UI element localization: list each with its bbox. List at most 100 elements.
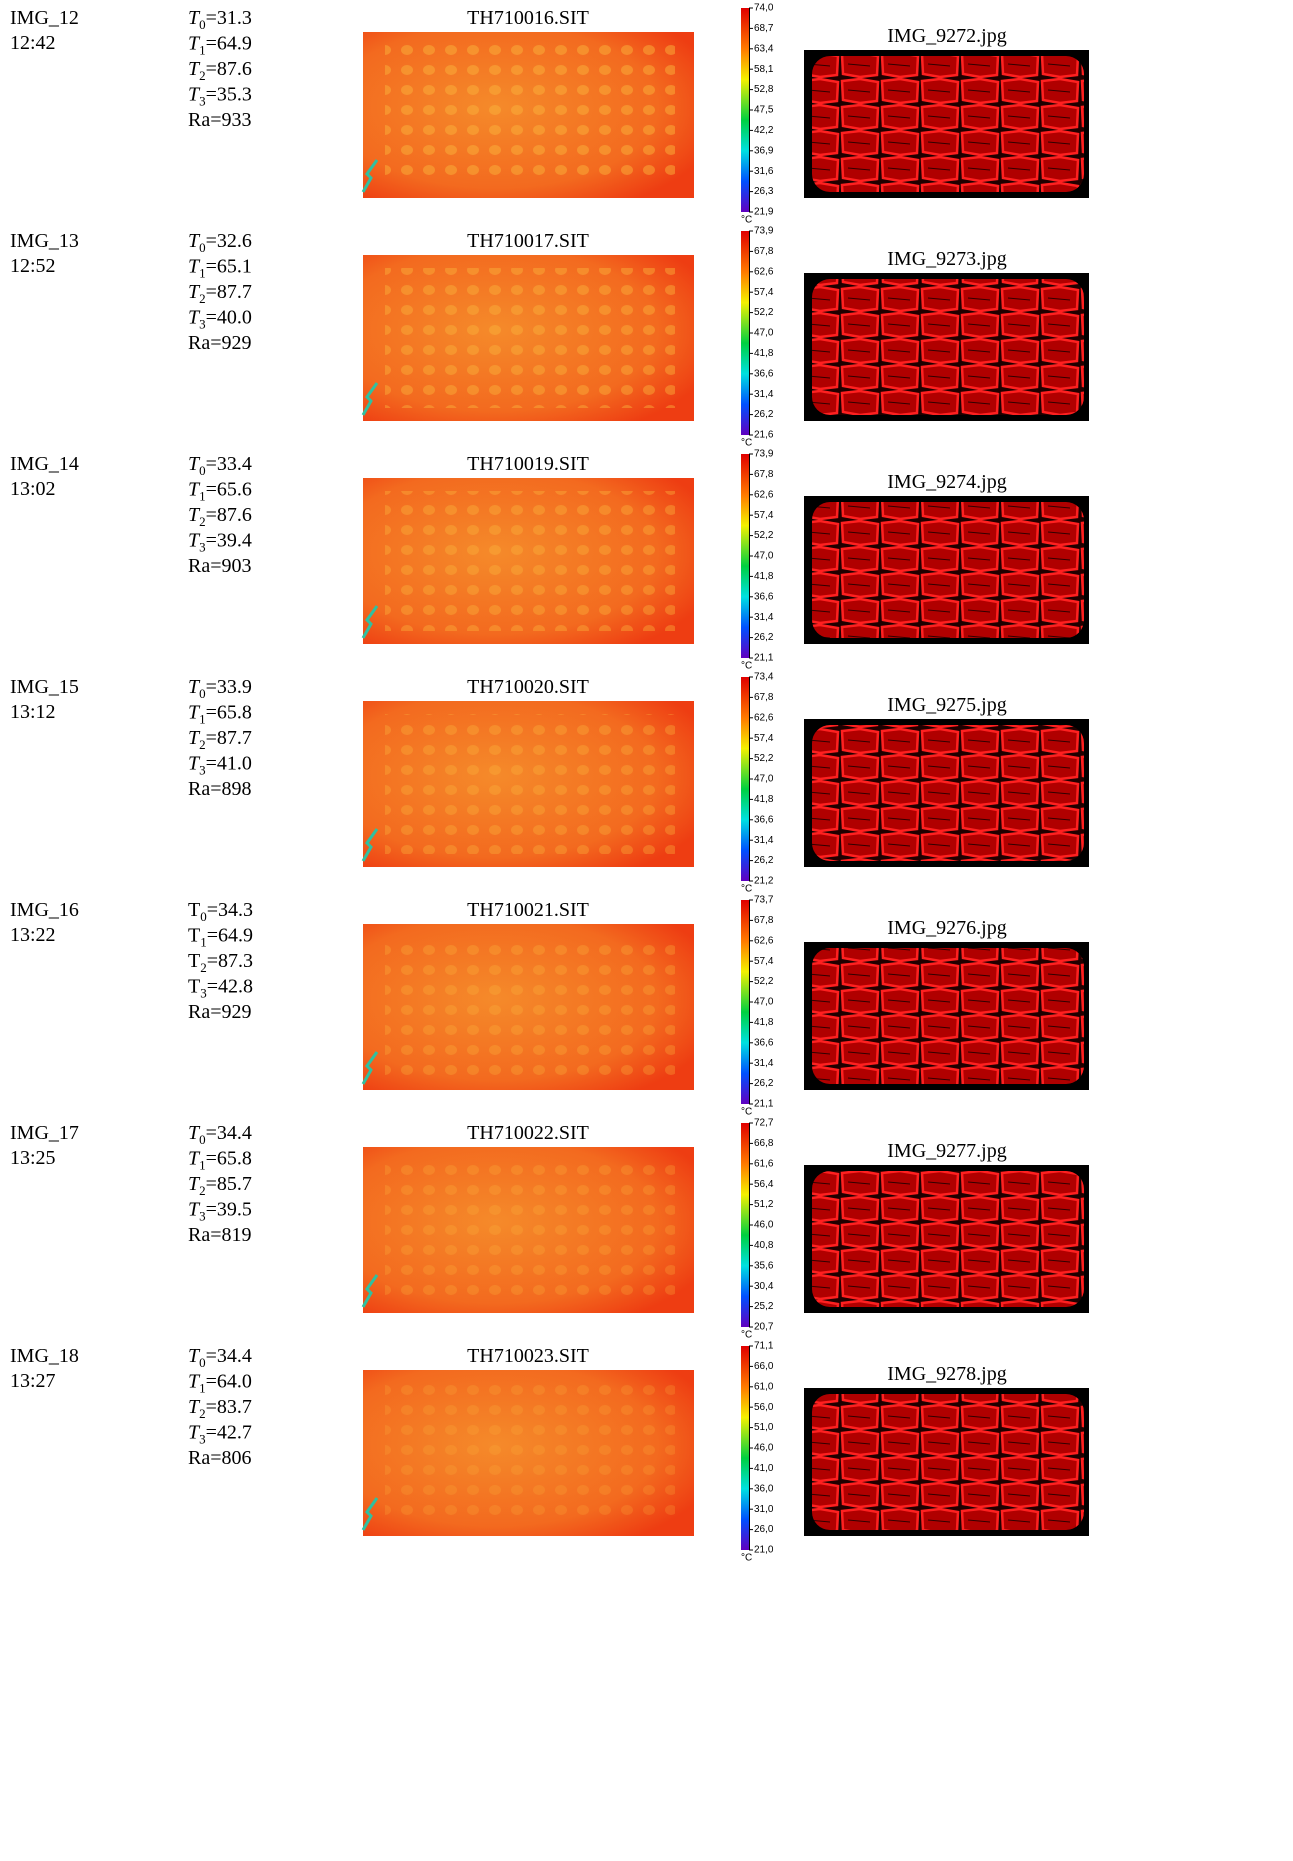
thermal-file: TH710022.SIT — [467, 1122, 589, 1144]
parameter: T2=87.6 — [188, 504, 252, 529]
colorbar-label: 66,0 — [754, 1361, 774, 1372]
value: =34.3 — [207, 899, 253, 921]
value: =898 — [210, 778, 251, 800]
colorbar-label: 47,0 — [754, 551, 774, 562]
colorbar-label: 74,0 — [754, 3, 774, 14]
image-id: IMG_13 — [10, 230, 79, 252]
parameter: T1=65.1 — [188, 256, 252, 281]
parameter: T3=42.7 — [188, 1422, 252, 1447]
time: 13:25 — [10, 1147, 56, 1169]
colorbar-label: 47,0 — [754, 328, 774, 339]
colorbar-unit: °C — [741, 884, 752, 895]
thermal-cells — [385, 1160, 675, 1300]
value: =87.6 — [206, 504, 252, 526]
thermal-file: TH710021.SIT — [467, 899, 589, 921]
colorbar-label: 21,1 — [754, 653, 774, 664]
value: =34.4 — [206, 1345, 252, 1367]
colorbar-label: 73,4 — [754, 672, 774, 683]
colorbar-unit: °C — [741, 1330, 752, 1341]
thermal-cells — [385, 45, 675, 185]
photo-cells — [812, 948, 1084, 1084]
colorbar-label: 31,4 — [754, 1058, 774, 1069]
parameter: Ra=903 — [188, 555, 252, 577]
value: =929 — [210, 1001, 251, 1023]
value: =42.7 — [206, 1422, 252, 1444]
colorbar-label: 31,6 — [754, 166, 774, 177]
colorbar-label: 21,9 — [754, 207, 774, 218]
colorbar-label: 30,4 — [754, 1281, 774, 1292]
colorbar-label: 56,4 — [754, 1179, 774, 1190]
parameter: T0=34.4 — [188, 1122, 252, 1147]
value: =65.8 — [206, 1148, 252, 1170]
colorbar-label: 25,2 — [754, 1301, 774, 1312]
value: =64.9 — [206, 33, 252, 55]
colorbar-label: 73,9 — [754, 449, 774, 460]
colorbar-label: 36,6 — [754, 368, 774, 379]
colorbar-label: 41,8 — [754, 348, 774, 359]
colorbar-label: 62,6 — [754, 489, 774, 500]
parameter: Ra=898 — [188, 778, 252, 800]
image-id: IMG_18 — [10, 1345, 79, 1367]
thermal-file: TH710023.SIT — [467, 1345, 589, 1367]
thermal-file: TH710020.SIT — [467, 676, 589, 698]
colorbar-label: 31,4 — [754, 389, 774, 400]
value: =65.6 — [206, 479, 252, 501]
colorbar — [741, 1123, 749, 1327]
colorbar-label: 62,6 — [754, 712, 774, 723]
colorbar-unit: °C — [741, 1107, 752, 1118]
colorbar-label: 26,2 — [754, 1078, 774, 1089]
parameter: T3=42.8 — [188, 976, 253, 1001]
value: =39.4 — [206, 530, 252, 552]
image-id: IMG_14 — [10, 453, 79, 475]
colorbar-label: 73,9 — [754, 226, 774, 237]
value: =64.0 — [206, 1371, 252, 1393]
parameter: Ra=806 — [188, 1447, 252, 1469]
parameter: T0=34.3 — [188, 899, 253, 924]
colorbar-label: 67,8 — [754, 915, 774, 926]
parameter: Ra=933 — [188, 109, 252, 131]
colorbar-label: 42,2 — [754, 125, 774, 136]
parameter: T2=87.3 — [188, 950, 253, 975]
colorbar-label: 26,2 — [754, 632, 774, 643]
parameter: T0=33.4 — [188, 453, 252, 478]
parameter: T3=35.3 — [188, 84, 252, 109]
photo-name: IMG_9273.jpg — [887, 248, 1006, 270]
time: 13:22 — [10, 924, 56, 946]
symbol: Ra — [188, 109, 210, 131]
colorbar-label: 26,2 — [754, 855, 774, 866]
colorbar-label: 36,6 — [754, 814, 774, 825]
colorbar-label: 41,8 — [754, 794, 774, 805]
colorbar-label: 21,2 — [754, 876, 774, 887]
parameter: T3=39.4 — [188, 530, 252, 555]
colorbar-label: 41,0 — [754, 1463, 774, 1474]
symbol: T — [188, 925, 200, 947]
symbol: Ra — [188, 1224, 210, 1246]
thermal-cells — [385, 491, 675, 631]
image-id: IMG_12 — [10, 7, 79, 29]
symbol: T — [188, 950, 200, 972]
colorbar-unit: °C — [741, 438, 752, 449]
photo-cells — [812, 1394, 1084, 1530]
symbol: T — [188, 976, 200, 998]
colorbar — [741, 231, 749, 435]
colorbar-unit: °C — [741, 215, 752, 226]
image-id: IMG_17 — [10, 1122, 79, 1144]
value: =64.9 — [207, 925, 253, 947]
parameter: T2=87.7 — [188, 727, 252, 752]
value: =87.3 — [207, 950, 253, 972]
parameter: T3=41.0 — [188, 753, 252, 778]
colorbar-label: 61,0 — [754, 1381, 774, 1392]
photo-cells — [812, 56, 1084, 192]
parameter: T1=64.9 — [188, 925, 253, 950]
value: =32.6 — [206, 230, 252, 252]
time: 13:02 — [10, 478, 56, 500]
colorbar — [741, 677, 749, 881]
value: =33.4 — [206, 453, 252, 475]
parameter: Ra=819 — [188, 1224, 252, 1246]
colorbar-label: 41,8 — [754, 571, 774, 582]
colorbar-label: 36,6 — [754, 591, 774, 602]
parameter: T2=83.7 — [188, 1396, 252, 1421]
value: =65.8 — [206, 702, 252, 724]
colorbar-label: 57,4 — [754, 510, 774, 521]
photo-name: IMG_9278.jpg — [887, 1363, 1006, 1385]
